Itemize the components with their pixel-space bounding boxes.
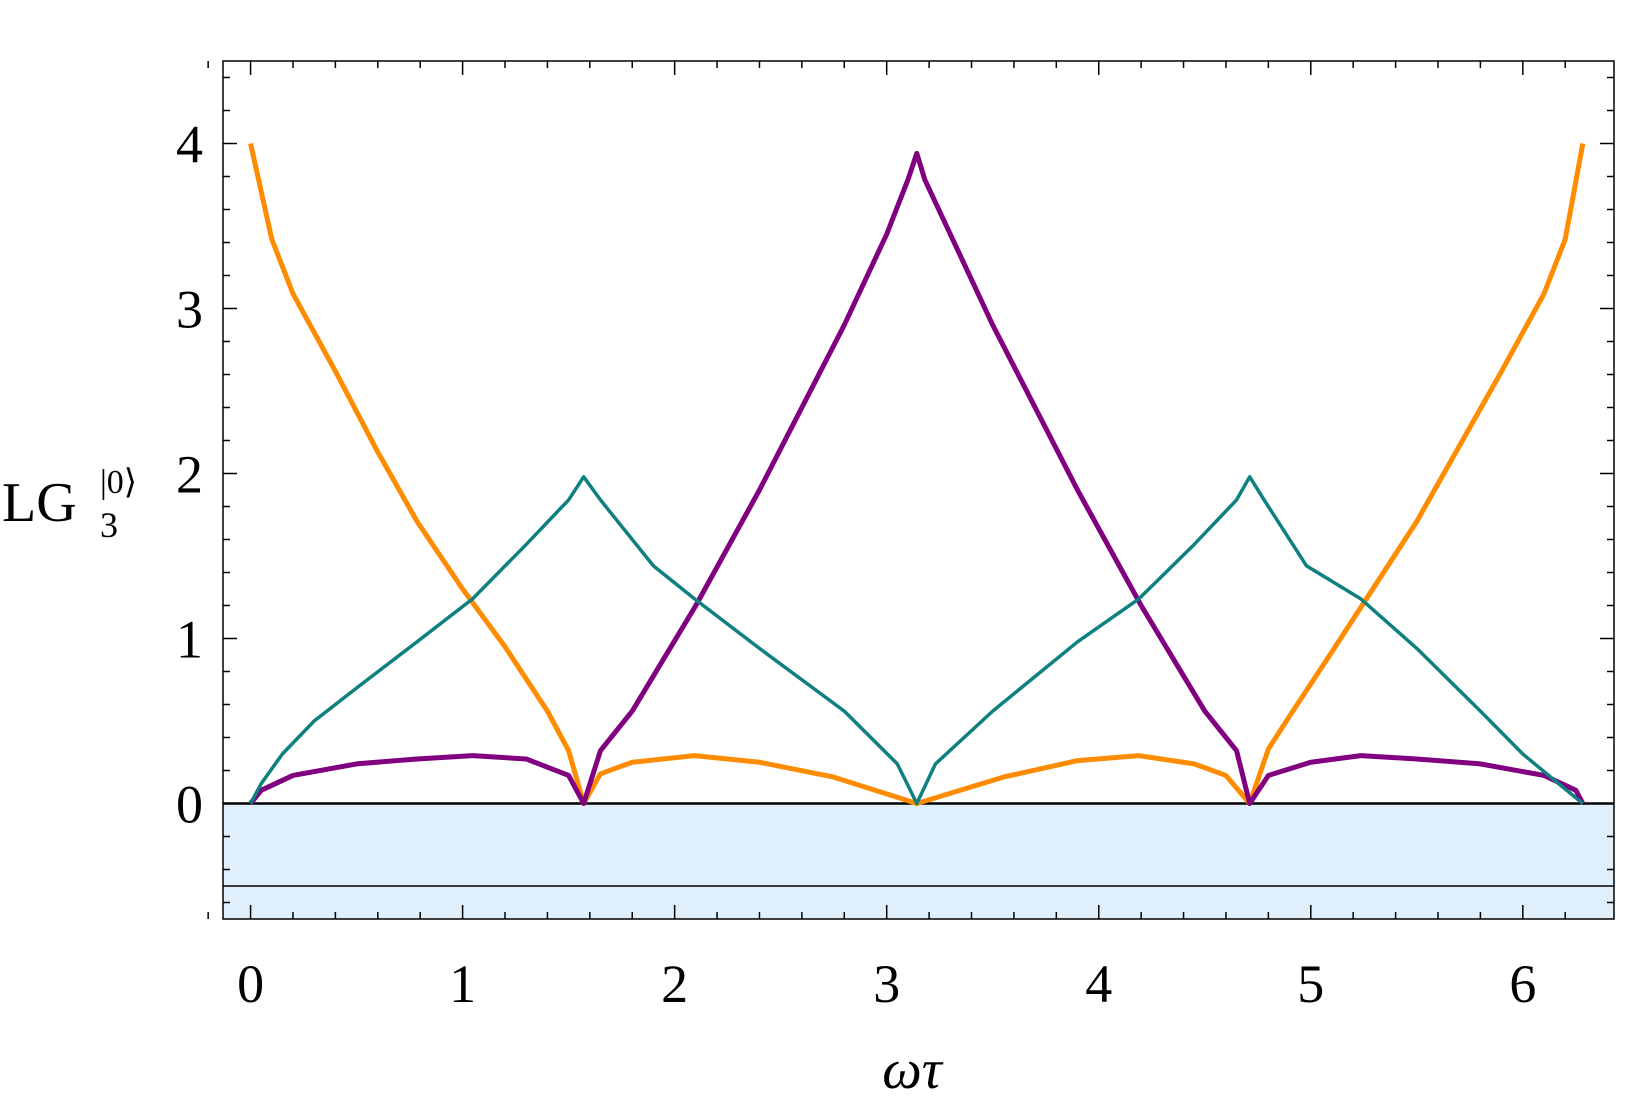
y-axis-title-superscript: |0⟩ bbox=[100, 464, 137, 501]
x-tick-label: 1 bbox=[449, 954, 476, 1014]
y-tick-label: 4 bbox=[176, 115, 203, 175]
y-tick-label: 1 bbox=[176, 610, 203, 670]
x-tick-label: 2 bbox=[661, 954, 688, 1014]
x-tick-label: 3 bbox=[873, 954, 900, 1014]
y-axis-title-main: LG bbox=[2, 472, 77, 534]
plot-frame bbox=[222, 60, 1615, 920]
x-tick-label: 5 bbox=[1297, 954, 1324, 1014]
x-tick-label: 4 bbox=[1085, 954, 1112, 1014]
series-line-0 bbox=[248, 142, 1586, 806]
y-axis-title-subscript: 3 bbox=[100, 505, 118, 545]
shaded-region bbox=[223, 803, 1614, 919]
x-tick-label: 0 bbox=[237, 954, 264, 1014]
y-tick-label: 0 bbox=[176, 775, 203, 835]
y-tick-label: 3 bbox=[176, 280, 203, 340]
x-axis-title: ωτ bbox=[882, 1039, 944, 1101]
series-line-1 bbox=[248, 150, 1586, 806]
y-tick-label: 2 bbox=[176, 445, 203, 505]
x-tick-label: 6 bbox=[1509, 954, 1536, 1014]
plot-background bbox=[223, 61, 1614, 919]
y-axis-title: LG 3 |0⟩ bbox=[2, 464, 137, 545]
series-line-2 bbox=[249, 475, 1584, 806]
